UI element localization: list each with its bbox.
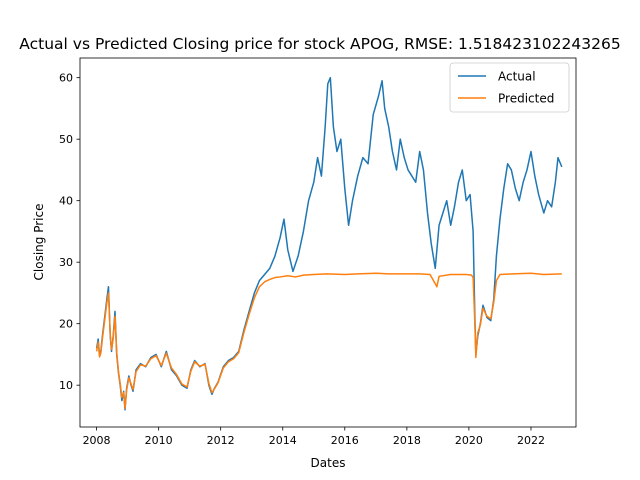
y-tick-label: 50 bbox=[59, 133, 73, 146]
x-tick-label: 2012 bbox=[207, 434, 235, 447]
plot-frame bbox=[79, 57, 577, 428]
x-axis-label: Dates bbox=[311, 456, 346, 470]
y-tick-label: 30 bbox=[59, 256, 73, 269]
series-layer bbox=[95, 76, 563, 411]
y-tick-label: 60 bbox=[59, 72, 73, 85]
x-tick-label: 2018 bbox=[393, 434, 421, 447]
y-axis-label: Closing Price bbox=[32, 204, 46, 281]
legend: Actual Predicted bbox=[449, 62, 570, 113]
y-tick-label: 40 bbox=[59, 195, 73, 208]
x-tick-label: 2008 bbox=[83, 434, 111, 447]
x-tick-label: 2014 bbox=[269, 434, 297, 447]
chart-title: Actual vs Predicted Closing price for st… bbox=[19, 35, 620, 53]
legend-label-predicted: Predicted bbox=[498, 92, 554, 106]
y-tick-label: 20 bbox=[59, 318, 73, 331]
x-tick-label: 2016 bbox=[331, 434, 359, 447]
x-tick-label: 2010 bbox=[145, 434, 173, 447]
x-tick-label: 2022 bbox=[517, 434, 545, 447]
series-line-actual bbox=[95, 76, 563, 411]
series-line-predicted bbox=[95, 272, 562, 410]
plot-area bbox=[80, 58, 576, 427]
y-tick-label: 10 bbox=[59, 379, 73, 392]
x-tick-label: 2020 bbox=[455, 434, 483, 447]
legend-label-actual: Actual bbox=[498, 70, 536, 84]
y-axis: 10 20 30 40 50 60 bbox=[59, 72, 80, 392]
x-axis: 2008 2010 2012 2014 2016 2018 2020 2022 bbox=[83, 427, 545, 447]
